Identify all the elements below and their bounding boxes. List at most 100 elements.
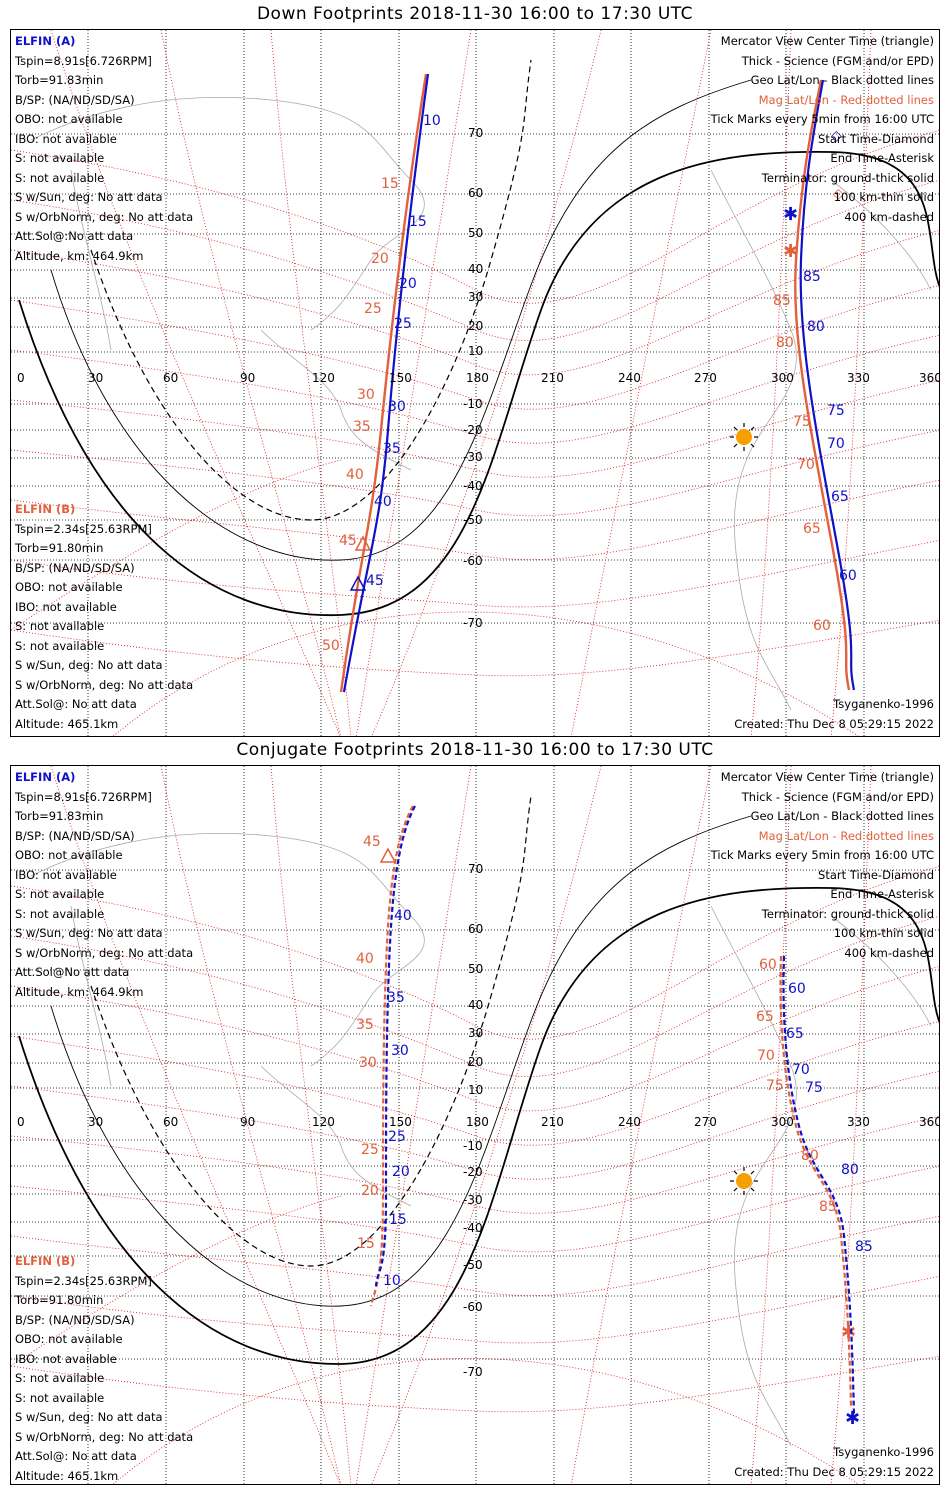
track-tick-label: 10	[383, 1273, 401, 1289]
track-tick-label: 80	[801, 1148, 819, 1164]
legend-line: Tick Marks every 5min from 16:00 UTC	[710, 848, 934, 862]
footer: Tsyganenko-1996 Created: Thu Dec 8 05:29…	[734, 695, 934, 734]
info-line: B/SP: (NA/ND/SD/SA)	[15, 1312, 135, 1327]
legend-line: Mag Lat/Lon - Red dotted lines	[758, 828, 934, 843]
track-tick-label: 65	[786, 1026, 804, 1042]
lat-tick: -50	[463, 1258, 483, 1272]
track-tick-label: 35	[353, 419, 371, 435]
track-tick-label: 70	[797, 457, 815, 473]
lat-tick: 40	[468, 998, 483, 1012]
legend-line: End Time-Asterisk	[830, 887, 934, 901]
down-footprints-map: ✱ ◇ ✱ ◇ 0 30 60 90 120 150 180	[11, 30, 940, 736]
legend-line: Terminator: ground-thick solid	[761, 906, 934, 921]
legend-line: Terminator: ground-thick solid	[761, 170, 934, 185]
lon-tick: 150	[389, 371, 412, 385]
info-line: OBO: not available	[15, 848, 123, 862]
lat-tick: 30	[468, 290, 483, 304]
info-line: OBO: not available	[15, 580, 123, 594]
track-tick-label: 25	[394, 316, 412, 332]
center-time-triangle-b	[379, 847, 397, 863]
info-line: S: not available	[15, 638, 105, 653]
conjugate-footprints-panel: ✱ ✱ 0 30 60 90 120 150 180 210 240	[10, 765, 940, 1485]
track-tick-label: 25	[361, 1142, 379, 1158]
info-line: IBO: not available	[15, 867, 117, 882]
lat-tick: 50	[468, 962, 483, 976]
lon-tick: 210	[541, 371, 564, 385]
lon-tick: 30	[88, 1115, 103, 1129]
info-line: Torb=91.80min	[15, 1293, 104, 1307]
track-tick-label: 45	[339, 533, 357, 549]
created-timestamp: Created: Thu Dec 8 05:29:15 2022	[734, 716, 934, 731]
lat-tick: 70	[468, 126, 483, 140]
info-line: S: not available	[15, 151, 105, 165]
legend-line: Start Time-Diamond	[818, 867, 934, 882]
info-line: S w/OrbNorm, deg: No att data	[15, 945, 194, 960]
track-tick-label: 75	[766, 1078, 784, 1094]
lon-tick: 330	[847, 1115, 870, 1129]
track-a-tick-labels: 40 35 30 25 20 15 10 60 65 70 75 80 85	[383, 908, 873, 1289]
down-footprints-panel: ✱ ◇ ✱ ◇ 0 30 60 90 120 150 180	[10, 29, 940, 737]
track-tick-label: 65	[803, 521, 821, 537]
track-tick-label: 15	[389, 1212, 407, 1228]
track-tick-label: 75	[805, 1080, 823, 1096]
terminator-lines	[18, 795, 939, 1365]
lon-tick: 210	[541, 1115, 564, 1129]
track-elfin-b: ✱	[369, 805, 856, 1407]
legend-line: Start Time-Diamond	[818, 131, 934, 146]
track-tick-label: 85	[803, 269, 821, 285]
lon-tick: 360	[919, 371, 940, 385]
end-time-asterisk-b: ✱	[841, 1322, 856, 1343]
lat-tick: 60	[468, 922, 483, 936]
center-time-triangle-a	[349, 575, 367, 591]
track-tick-label: 35	[383, 441, 401, 457]
lat-tick: -50	[463, 513, 483, 527]
info-line: Altitude: 465.1km	[15, 716, 119, 731]
lat-tick: 50	[468, 226, 483, 240]
footer: Tsyganenko-1996 Created: Thu Dec 8 05:29…	[734, 1443, 934, 1482]
info-line: Altitude, km: 464.9km	[15, 984, 144, 999]
lon-tick: 180	[466, 371, 489, 385]
track-tick-label: 40	[394, 908, 412, 924]
info-line: B/SP: (NA/ND/SD/SA)	[15, 828, 135, 843]
track-tick-label: 30	[357, 387, 375, 403]
info-line: S w/OrbNorm, deg: No att data	[15, 1429, 194, 1444]
legend-line: Mercator View Center Time (triangle)	[720, 770, 934, 784]
legend-line: 100 km-thin solid	[833, 926, 934, 940]
lon-tick: 120	[312, 1115, 335, 1129]
info-line: S: not available	[15, 1371, 105, 1385]
lon-tick: 240	[618, 1115, 641, 1129]
coastlines	[30, 833, 932, 1447]
track-tick-label: 30	[359, 1055, 377, 1071]
track-tick-label: 70	[792, 1062, 810, 1078]
legend: Mercator View Center Time (triangle) Thi…	[711, 768, 934, 963]
track-tick-label: 25	[388, 1129, 406, 1145]
elfin-b-header: ELFIN (B)	[15, 502, 76, 516]
lon-tick: 60	[163, 1115, 178, 1129]
track-tick-label: 60	[839, 568, 857, 584]
lat-tick: -20	[463, 1165, 483, 1179]
track-b-tick-labels: 45 40 35 30 25 20 15 60 65 70 75 80 85	[356, 834, 837, 1252]
lat-tick: 10	[468, 1083, 483, 1097]
info-line: Torb=91.83min	[15, 73, 104, 87]
info-line: OBO: not available	[15, 112, 123, 126]
elfin-b-info: ELFIN (B) Tspin=2.34s[25.63RPM] Torb=91.…	[15, 1252, 194, 1484]
lat-tick: -70	[463, 616, 483, 630]
info-line: IBO: not available	[15, 1351, 117, 1366]
lon-tick: 90	[240, 371, 255, 385]
lat-tick: 60	[468, 186, 483, 200]
lon-tick: 270	[694, 371, 717, 385]
info-line: Altitude, km: 464.9km	[15, 248, 144, 263]
elfin-b-header: ELFIN (B)	[15, 1254, 76, 1268]
lon-tick: 30	[88, 371, 103, 385]
legend-line: End Time-Asterisk	[830, 151, 934, 165]
track-tick-label: 75	[793, 414, 811, 430]
track-tick-label: 15	[409, 214, 427, 230]
lat-tick: -30	[463, 450, 483, 464]
lon-tick: 0	[17, 1115, 25, 1129]
lat-tick: -60	[463, 1300, 483, 1314]
track-tick-label: 80	[807, 319, 825, 335]
lat-tick: 10	[468, 344, 483, 358]
track-tick-label: 80	[776, 335, 794, 351]
legend-line: 100 km-thin solid	[833, 190, 934, 204]
track-tick-label: 65	[756, 1009, 774, 1025]
